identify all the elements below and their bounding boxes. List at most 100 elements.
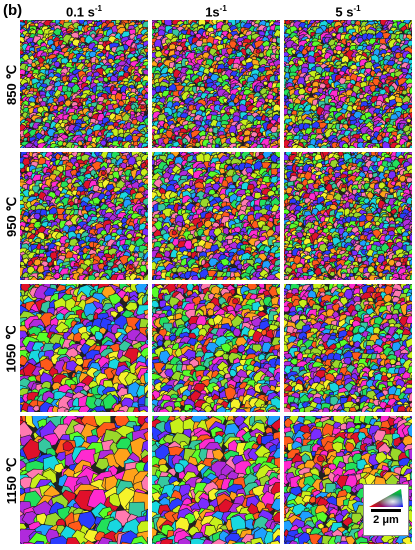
grain (101, 170, 107, 176)
grain (162, 137, 170, 146)
ebsd-map-r0-c0 (20, 20, 148, 148)
grain (325, 83, 331, 89)
grain (296, 144, 304, 148)
temperature-label: 1150 ℃ (4, 457, 20, 505)
grain (49, 147, 54, 148)
temperature-label: 850 ℃ (4, 65, 19, 105)
grain (140, 104, 146, 110)
grain (25, 147, 31, 148)
grain-map (152, 20, 280, 148)
grain (408, 144, 412, 148)
grain (46, 48, 54, 54)
grain (144, 98, 148, 106)
grain (76, 145, 82, 148)
grain (259, 146, 264, 148)
grain (398, 146, 403, 148)
grain (115, 145, 123, 148)
grain (138, 147, 142, 148)
grain (226, 145, 232, 148)
grain (67, 147, 70, 148)
grain (30, 61, 37, 68)
grain (170, 145, 178, 148)
grain (116, 87, 121, 92)
grain (33, 212, 41, 220)
row-header-1: 950 ℃ (4, 152, 20, 282)
grain (59, 108, 64, 114)
grain (214, 143, 220, 148)
grain (257, 132, 262, 137)
grain-map (284, 20, 412, 148)
grain (411, 147, 412, 148)
grain (20, 152, 21, 155)
grain (146, 183, 148, 189)
grain (363, 145, 369, 148)
row-header-2: 1050 ℃ (4, 284, 20, 414)
grain (341, 146, 346, 148)
grain (85, 144, 94, 148)
grain (398, 86, 405, 92)
grain (99, 139, 107, 147)
grain (187, 145, 194, 148)
grain (255, 48, 261, 54)
grain (267, 116, 273, 121)
grain-map (20, 152, 148, 280)
grain (410, 52, 412, 56)
grain (250, 131, 259, 138)
grain (410, 119, 412, 126)
temperature-label: 1050 ℃ (4, 325, 20, 373)
grain (408, 86, 412, 96)
column-header-1: 1s-1 (152, 4, 280, 19)
grain (194, 142, 201, 148)
strain-rate-value: 0.1 s (65, 4, 95, 20)
grain (64, 99, 72, 107)
row-header-3: 1150 ℃ (4, 416, 20, 546)
grain (410, 22, 412, 29)
grain (410, 137, 412, 141)
grain (202, 145, 208, 148)
row-header-0: 850 ℃ (4, 20, 20, 150)
grain (192, 146, 197, 148)
grain (143, 48, 148, 53)
grain (372, 145, 379, 148)
grain (192, 138, 198, 144)
column-header-0: 0.1 s-1 (20, 4, 148, 19)
ebsd-map-r0-c2 (284, 20, 412, 148)
grain (108, 146, 114, 148)
grain (238, 145, 249, 148)
grain (77, 102, 83, 107)
grain (156, 144, 164, 148)
grain (146, 162, 148, 168)
strain-rate-exponent: -1 (219, 4, 227, 13)
grain (146, 54, 148, 57)
grain (214, 147, 218, 148)
grain (142, 146, 148, 148)
grain (208, 147, 211, 148)
grain (83, 144, 88, 148)
grain (225, 47, 234, 56)
grain (318, 82, 327, 89)
grain (410, 96, 412, 102)
ebsd-map-r0-c1 (152, 20, 280, 148)
grain (102, 76, 109, 83)
grain (175, 145, 182, 148)
grain (152, 146, 158, 148)
grain (61, 146, 67, 148)
strain-rate-value: 5 s (335, 4, 354, 20)
column-header-2: 5 s-1 (284, 4, 412, 19)
ebsd-map-r1-c0 (20, 152, 148, 280)
grain (23, 175, 29, 180)
grain (277, 48, 280, 55)
grain (278, 90, 280, 96)
grain (307, 144, 316, 148)
grain (410, 30, 412, 36)
temperature-label: 950 ℃ (4, 197, 19, 237)
grain (278, 131, 280, 139)
grain (175, 45, 184, 52)
grain (133, 52, 139, 58)
grain (77, 140, 84, 147)
panel-label: (b) (3, 2, 23, 19)
grain (53, 145, 60, 148)
grain (182, 46, 188, 51)
grain (129, 146, 136, 148)
grain (31, 147, 35, 148)
